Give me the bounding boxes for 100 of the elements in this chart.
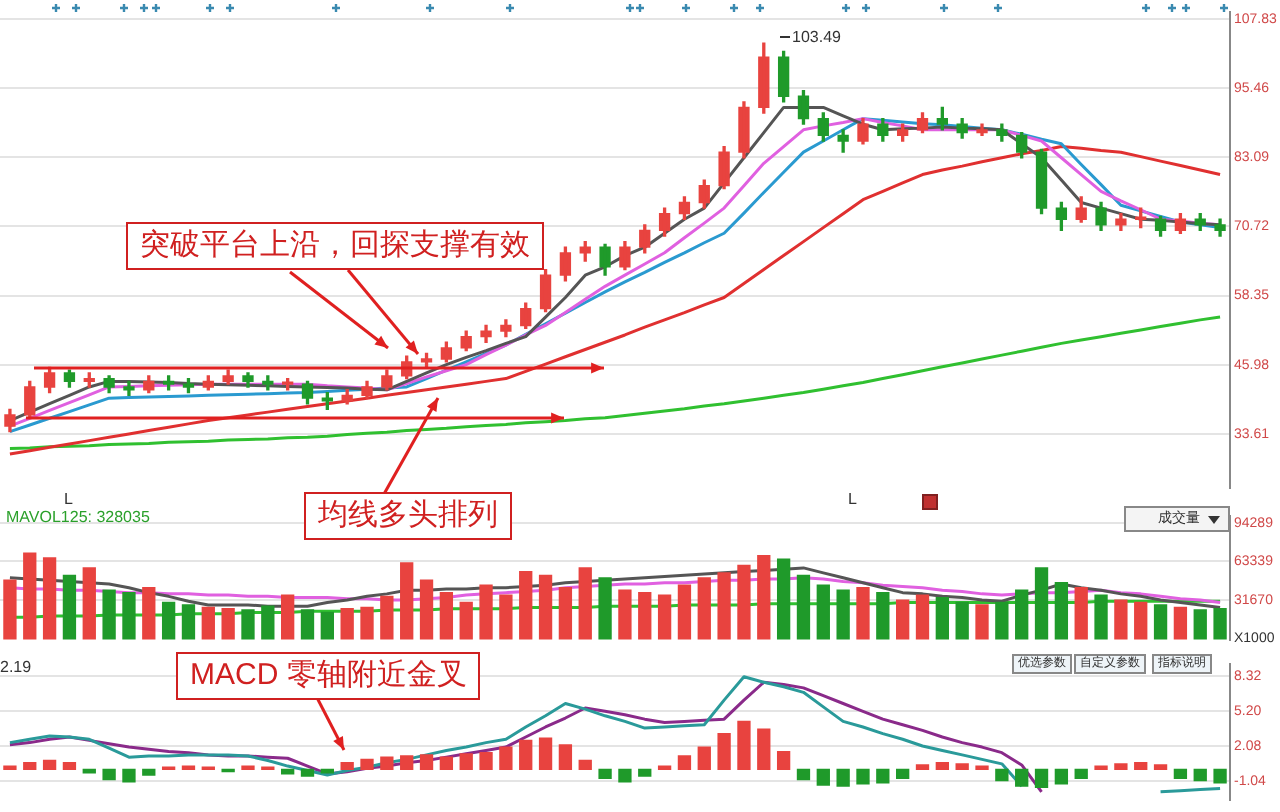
bar — [1173, 606, 1188, 640]
bar — [1094, 594, 1108, 640]
bar — [1213, 768, 1227, 784]
bar — [975, 604, 989, 640]
bar — [618, 768, 632, 783]
bar — [677, 584, 692, 640]
bar — [1153, 604, 1168, 640]
bar — [1114, 599, 1128, 640]
bar — [697, 746, 711, 771]
bar — [82, 567, 96, 640]
bar — [1074, 587, 1088, 640]
bar — [459, 601, 473, 640]
bar — [479, 584, 493, 640]
bar — [717, 733, 731, 771]
bar — [181, 604, 196, 640]
bar — [896, 599, 910, 640]
bar — [876, 591, 890, 640]
bar — [419, 754, 434, 771]
bar — [717, 572, 731, 640]
bar — [935, 762, 949, 771]
bar — [1015, 768, 1029, 787]
bar — [161, 601, 176, 640]
annotation: 2.19 — [0, 658, 32, 676]
bar — [300, 768, 315, 777]
bar — [241, 609, 255, 640]
bar — [816, 584, 830, 640]
bar — [281, 768, 295, 775]
bar — [62, 762, 77, 771]
bar — [400, 755, 414, 771]
bar — [380, 595, 394, 640]
bar — [221, 608, 235, 640]
bar — [102, 589, 116, 640]
bar — [1114, 763, 1128, 771]
bar — [657, 594, 672, 640]
bar — [499, 594, 513, 640]
bar — [677, 755, 692, 771]
bar — [340, 762, 354, 771]
bar — [955, 763, 969, 771]
bar — [459, 753, 473, 771]
bar — [1193, 768, 1207, 782]
bar — [142, 768, 156, 776]
bar — [181, 765, 196, 771]
bar — [1173, 768, 1188, 780]
annotation: MAVOL125: 328035 — [6, 508, 150, 526]
bar — [419, 579, 434, 640]
bar — [3, 765, 17, 771]
bar — [439, 591, 454, 640]
bar — [23, 552, 37, 640]
bar — [935, 596, 949, 640]
bar — [757, 554, 771, 640]
bar — [796, 574, 811, 640]
bar — [737, 564, 751, 640]
bar — [1153, 764, 1168, 771]
bar — [975, 765, 989, 771]
text: L — [64, 490, 73, 508]
annotation: 突破平台上沿，回探支撑有效 — [126, 222, 544, 270]
bar — [638, 768, 652, 777]
bar — [1134, 601, 1148, 640]
bar — [836, 589, 850, 640]
bar — [1034, 768, 1049, 788]
bar — [1015, 589, 1029, 640]
bar — [320, 611, 334, 640]
bar — [995, 601, 1009, 640]
bar — [122, 768, 136, 783]
bar — [657, 765, 672, 771]
bar — [499, 746, 513, 771]
bar — [42, 759, 57, 771]
bar — [757, 728, 771, 771]
bar — [955, 601, 969, 640]
bar — [201, 606, 215, 640]
bar — [558, 744, 573, 771]
bar — [1094, 765, 1108, 771]
annotation: 均线多头排列 — [304, 492, 512, 540]
bar — [836, 768, 850, 787]
bar — [241, 765, 255, 771]
bar — [737, 720, 751, 771]
bar — [995, 768, 1009, 782]
bar — [400, 562, 414, 640]
bar — [578, 759, 592, 771]
bar — [915, 594, 930, 640]
text: L — [848, 490, 857, 508]
bar — [776, 750, 791, 771]
bar — [340, 608, 354, 640]
bar — [439, 756, 454, 771]
bar — [816, 768, 830, 786]
bar — [915, 764, 930, 771]
bar — [360, 758, 374, 771]
bar — [23, 762, 37, 771]
bar — [281, 594, 295, 640]
bar — [598, 577, 612, 640]
bar — [1193, 609, 1207, 640]
annotation: 103.49 — [790, 28, 841, 46]
bar — [558, 587, 573, 640]
bar — [1213, 608, 1227, 640]
bar — [856, 768, 870, 785]
bar — [122, 591, 136, 640]
bar — [142, 587, 156, 640]
bar — [300, 609, 315, 640]
bar — [1054, 768, 1069, 785]
bar — [519, 570, 533, 640]
